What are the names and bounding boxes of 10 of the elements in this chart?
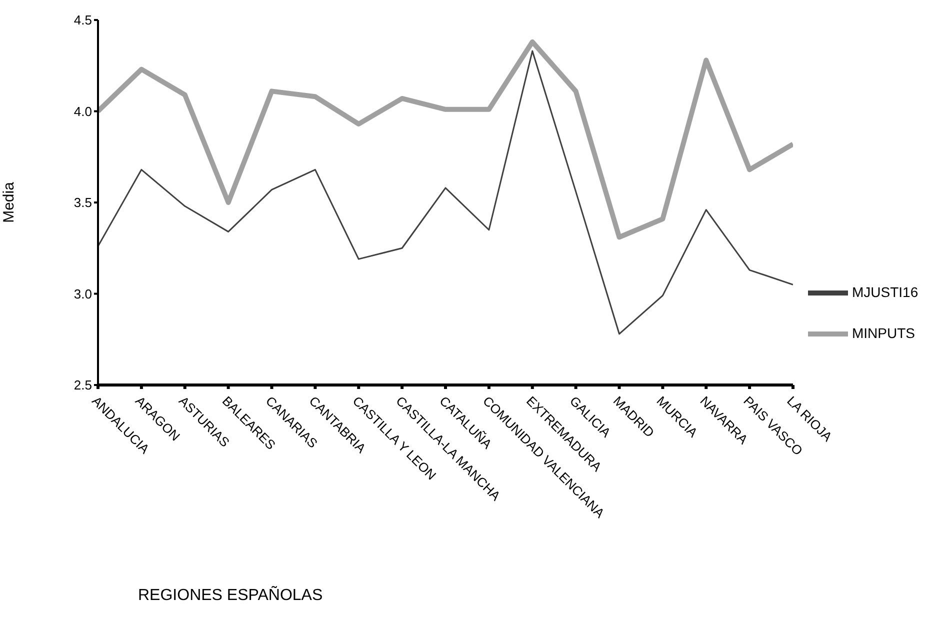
y-tick-label: 2.5 xyxy=(74,378,92,393)
y-tick-label: 3.5 xyxy=(74,195,92,210)
legend-label: MJUSTI16 xyxy=(852,283,918,302)
y-tick-label: 4.5 xyxy=(74,12,92,28)
legend-label: MINPUTS xyxy=(852,324,915,343)
line-series xyxy=(98,50,793,335)
y-tick-label: 3.0 xyxy=(74,286,92,302)
y-tick-label: 4.0 xyxy=(74,104,92,119)
x-axis-title: REGIONES ESPAÑOLAS xyxy=(138,585,323,604)
y-axis-title: Media xyxy=(0,181,18,223)
